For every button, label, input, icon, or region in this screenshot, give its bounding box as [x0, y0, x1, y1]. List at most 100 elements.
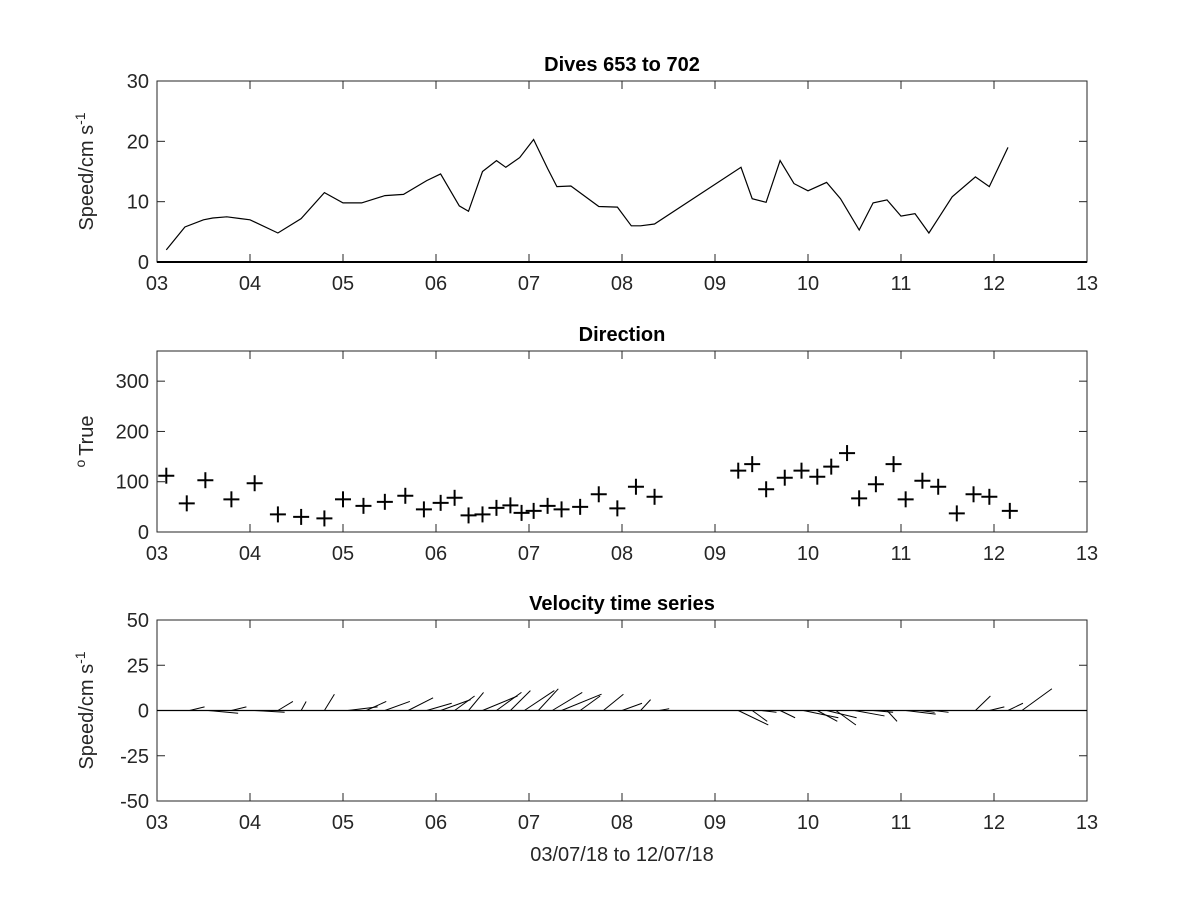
velocity-stick	[537, 688, 559, 711]
velocity-stick	[579, 695, 601, 711]
x-tick-label: 07	[518, 812, 540, 834]
velocity-stick	[300, 701, 307, 711]
direction-marker	[197, 472, 214, 489]
x-tick-label: 05	[332, 543, 354, 565]
direction-marker	[965, 486, 982, 503]
x-tick-label: 11	[891, 812, 912, 834]
velocity-stick	[854, 710, 885, 717]
y-tick-label: 0	[138, 701, 149, 723]
velocity-stick	[231, 706, 247, 711]
direction-marker	[776, 469, 793, 486]
y-axis-label-superscript: o	[72, 456, 88, 468]
direction-marker	[355, 497, 372, 514]
velocity-stick	[366, 700, 387, 711]
velocity-stick	[440, 699, 471, 711]
direction-marker	[627, 478, 644, 495]
velocity-stick	[510, 690, 531, 711]
x-tick-label: 06	[425, 273, 447, 295]
y-axis-label-text: Speed/cm s	[76, 664, 98, 770]
x-tick-label: 08	[611, 812, 633, 834]
x-tick-label: 10	[797, 273, 819, 295]
direction-marker	[851, 490, 868, 507]
direction-marker	[415, 501, 432, 518]
velocity-stick	[323, 693, 335, 711]
x-tick-label: 05	[332, 273, 354, 295]
velocity-stick	[482, 695, 518, 711]
direction-marker	[316, 510, 333, 527]
x-tick-label: 04	[239, 543, 261, 565]
y-tick-label: 25	[127, 655, 149, 677]
x-tick-label: 08	[611, 543, 633, 565]
direction-marker	[839, 445, 856, 462]
direction-marker	[446, 489, 463, 506]
direction-marker	[397, 487, 414, 504]
panel-title: Dives 653 to 702	[544, 54, 700, 76]
x-tick-label: 12	[983, 273, 1005, 295]
direction-marker	[897, 491, 914, 508]
x-tick-label: 07	[518, 543, 540, 565]
velocity-stick	[384, 700, 411, 711]
direction-marker	[730, 462, 747, 479]
x-tick-label: 12	[983, 812, 1005, 834]
direction-marker	[246, 475, 263, 492]
direction-marker	[539, 497, 556, 514]
x-tick-label: 07	[518, 273, 540, 295]
velocity-stick	[407, 697, 434, 711]
plot-frame	[156, 350, 1088, 533]
panel-2: 03 04 05 06 07 08 09 10 11 12 13 0 100 200 300 Directio…	[72, 324, 1098, 565]
x-tick-label: 10	[797, 543, 819, 565]
y-axis-label-text: Speed/cm s	[76, 125, 98, 231]
direction-marker	[885, 456, 902, 473]
direction-marker	[223, 491, 240, 508]
plot-frame	[156, 80, 1088, 263]
velocity-stick	[277, 701, 294, 711]
x-tick-label: 11	[891, 543, 912, 565]
x-tick-label: 09	[704, 543, 726, 565]
velocity-stick	[468, 692, 484, 711]
x-tick-label: 04	[239, 812, 261, 834]
y-axis-label: o True	[72, 415, 98, 467]
direction-marker	[930, 478, 947, 495]
y-tick-label: 10	[127, 192, 149, 214]
velocity-stick	[761, 710, 777, 713]
velocity-stick	[551, 691, 583, 711]
panel-title: Direction	[579, 324, 666, 346]
x-tick-label: 03	[146, 273, 168, 295]
direction-marker	[335, 491, 351, 508]
direction-marker	[502, 497, 519, 514]
direction-marker	[590, 486, 607, 503]
velocity-stick	[189, 706, 205, 711]
velocity-stick	[659, 708, 670, 711]
x-axis-label: 03/07/18 to 12/07/18	[530, 844, 714, 866]
velocity-stick	[208, 710, 239, 714]
y-axis-label-superscript: -1	[72, 112, 88, 125]
direction-marker	[981, 488, 998, 505]
velocity-stick	[835, 710, 857, 726]
x-tick-label: 03	[146, 543, 168, 565]
direction-marker	[758, 481, 775, 498]
velocity-stick	[524, 690, 555, 711]
x-tick-label: 08	[611, 273, 633, 295]
direction-marker	[867, 476, 884, 493]
y-tick-label: 0	[138, 252, 149, 274]
x-tick-label: 06	[425, 812, 447, 834]
velocity-stick	[1007, 702, 1024, 711]
y-tick-label: -25	[120, 746, 149, 768]
direction-marker	[793, 462, 810, 479]
velocity-stick	[254, 710, 285, 713]
velocity-stick	[640, 699, 651, 711]
velocity-stick	[933, 710, 949, 713]
direction-marker	[646, 488, 663, 505]
speed-line	[165, 138, 1009, 251]
direction-marker	[432, 494, 449, 511]
direction-marker	[474, 506, 491, 523]
direction-marker	[948, 505, 965, 522]
y-tick-label: 20	[127, 131, 149, 153]
y-tick-label: 200	[116, 421, 149, 443]
panel-3: 03 04 05 06 07 08 09 10 11 12 13 -50 -25 0 25 50 Velocit…	[72, 593, 1098, 866]
velocity-stick	[817, 710, 838, 722]
direction-marker	[488, 499, 505, 516]
velocity-stick	[1021, 688, 1053, 711]
direction-marker	[553, 501, 570, 518]
